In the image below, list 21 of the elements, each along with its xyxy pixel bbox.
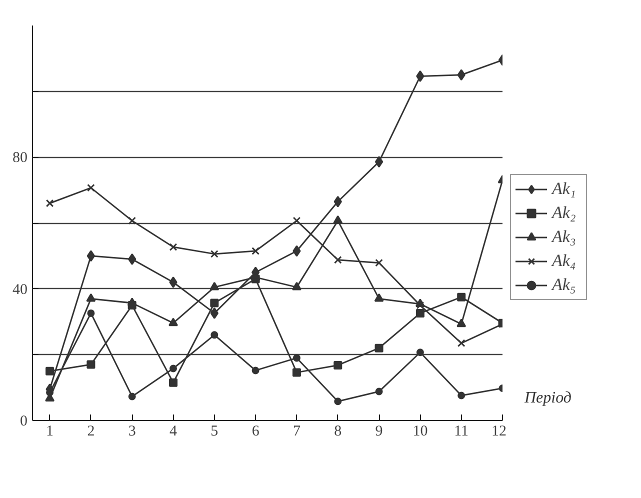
- legend-label: Ak₃: [552, 227, 577, 247]
- x-tick-label: 6: [252, 424, 260, 440]
- legend-label: Ak₄: [552, 251, 577, 271]
- x-tick-label: 3: [128, 424, 136, 440]
- x-axis-title: Період: [524, 390, 572, 406]
- y-tick-label: 80: [12, 150, 28, 166]
- x-tick-label: 9: [375, 424, 383, 440]
- x-tick-label: 11: [454, 424, 469, 440]
- legend-label: Ak₁: [552, 179, 577, 199]
- x-tick-label: 1: [46, 424, 54, 440]
- y-tick-label: 40: [12, 282, 28, 298]
- y-tick-label: 0: [20, 414, 28, 430]
- x-tick-label: 8: [334, 424, 342, 440]
- x-tick-label: 5: [210, 424, 218, 440]
- legend-label: Ak₅: [552, 275, 577, 295]
- x-tick-label: 4: [170, 424, 178, 440]
- legend-label: Ak₂: [552, 203, 577, 223]
- x-tick-label: 7: [292, 424, 301, 440]
- x-tick-label: 2: [87, 424, 95, 440]
- x-tick-label: 10: [412, 424, 428, 440]
- x-tick-label: 12: [492, 424, 506, 440]
